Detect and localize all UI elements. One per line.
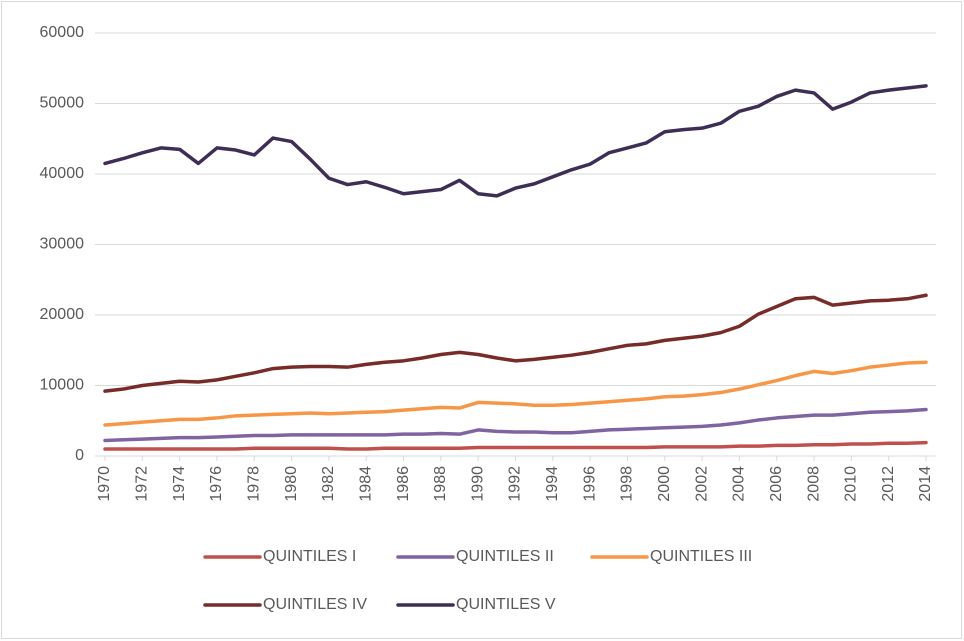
y-tick-label: 50000 [40, 95, 85, 112]
y-tick-label: 60000 [40, 24, 85, 41]
y-tick-label: 40000 [40, 165, 85, 182]
x-tick-label: 1980 [283, 466, 300, 502]
series-line [103, 360, 928, 427]
legend-label: QUINTILES IV [263, 596, 367, 613]
x-tick-label: 1982 [320, 466, 337, 502]
legend-label: QUINTILES V [456, 596, 556, 613]
y-tick-label: 30000 [40, 236, 85, 253]
x-tick-label: 1978 [245, 466, 262, 502]
x-tick-label: 1976 [208, 466, 225, 502]
x-tick-label: 2004 [731, 466, 748, 502]
x-tick-label: 2006 [768, 466, 785, 502]
x-tick-label: 2002 [693, 466, 710, 502]
x-tick-label: 1974 [171, 466, 188, 502]
legend-label: QUINTILES III [650, 548, 752, 565]
legend-label: QUINTILES II [456, 548, 554, 565]
x-tick-label: 2000 [656, 466, 673, 502]
x-tick-label: 1996 [581, 466, 598, 502]
x-tick-label: 1984 [357, 466, 374, 502]
x-tick-label: 2008 [805, 466, 822, 502]
series-line [103, 407, 928, 443]
x-tick-label: 1972 [134, 466, 151, 502]
x-tick-label: 2012 [880, 466, 897, 502]
x-tick-label: 1988 [432, 466, 449, 502]
y-tick-label: 20000 [40, 306, 85, 323]
y-tick-label: 10000 [40, 377, 85, 394]
x-tick-label: 1998 [619, 466, 636, 502]
legend-label: QUINTILES I [263, 548, 356, 565]
x-tick-label: 1994 [544, 466, 561, 502]
y-tick-label: 0 [75, 447, 84, 464]
x-tick-label: 1970 [96, 466, 113, 502]
x-tick-label: 1992 [507, 466, 524, 502]
x-tick-label: 1990 [469, 466, 486, 502]
x-tick-label: 1986 [395, 466, 412, 502]
x-tick-label: 2014 [917, 466, 934, 502]
series-line [103, 84, 928, 198]
series-line [103, 440, 928, 451]
series-line [103, 293, 928, 393]
x-tick-label: 2010 [843, 466, 860, 502]
